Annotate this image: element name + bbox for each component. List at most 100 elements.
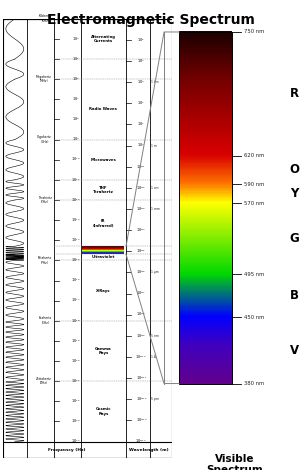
Text: 5 nm: 5 nm xyxy=(151,334,159,338)
Bar xyxy=(179,47,232,49)
Bar xyxy=(179,149,232,150)
Bar xyxy=(179,146,232,148)
Bar xyxy=(179,171,232,172)
Bar xyxy=(179,161,232,163)
Bar xyxy=(82,246,124,247)
Bar xyxy=(179,351,232,353)
Bar xyxy=(179,287,232,289)
Text: 10$^{-11}$: 10$^{-11}$ xyxy=(135,375,147,382)
Bar xyxy=(179,54,232,55)
Bar xyxy=(179,202,232,204)
Bar xyxy=(82,247,124,248)
Bar xyxy=(82,247,124,248)
Bar xyxy=(179,132,232,134)
Bar xyxy=(179,91,232,93)
Bar xyxy=(179,340,232,343)
Bar xyxy=(179,270,232,272)
Bar xyxy=(179,278,232,281)
Bar xyxy=(179,106,232,108)
Bar xyxy=(179,363,232,365)
Bar xyxy=(179,32,232,34)
Bar xyxy=(179,37,232,39)
Bar xyxy=(179,254,232,256)
Bar xyxy=(179,266,232,267)
Bar xyxy=(179,73,232,75)
Bar xyxy=(179,66,232,68)
Bar xyxy=(179,56,232,58)
Bar xyxy=(179,366,232,368)
Bar xyxy=(179,375,232,376)
Bar xyxy=(179,296,232,298)
Bar xyxy=(179,150,232,153)
Bar xyxy=(179,58,232,60)
Bar xyxy=(179,35,232,37)
Bar xyxy=(179,285,232,288)
Bar xyxy=(82,251,124,252)
Bar xyxy=(82,248,124,249)
Bar xyxy=(179,249,232,251)
Bar xyxy=(179,92,232,94)
Bar xyxy=(179,31,232,33)
Bar xyxy=(179,80,232,82)
Bar xyxy=(179,77,232,79)
Bar xyxy=(179,100,232,102)
Text: 10$^{4}$: 10$^{4}$ xyxy=(72,35,79,43)
Bar xyxy=(82,250,124,251)
Bar xyxy=(82,251,124,252)
Bar xyxy=(179,382,232,384)
Bar xyxy=(179,244,232,246)
Bar xyxy=(179,281,232,283)
Bar xyxy=(179,283,232,285)
Bar xyxy=(179,137,232,139)
Bar xyxy=(179,255,232,257)
Bar xyxy=(179,62,232,63)
Text: IR
(Infrared): IR (Infrared) xyxy=(92,219,114,227)
Bar xyxy=(179,36,232,38)
Bar xyxy=(82,253,124,254)
Bar xyxy=(179,196,232,198)
Text: 10$^{13}$: 10$^{13}$ xyxy=(71,216,80,224)
Bar xyxy=(179,236,232,238)
Bar xyxy=(179,185,232,187)
Bar xyxy=(179,274,232,276)
Bar xyxy=(82,246,124,247)
Bar xyxy=(179,211,232,212)
Text: 10$^{6}$: 10$^{6}$ xyxy=(137,15,145,23)
Bar xyxy=(179,329,232,331)
Bar xyxy=(179,178,232,180)
Bar xyxy=(179,225,232,227)
Text: 10$^{19}$: 10$^{19}$ xyxy=(71,337,80,345)
Text: 10$^{7}$: 10$^{7}$ xyxy=(72,95,79,103)
Bar xyxy=(179,126,232,128)
Bar xyxy=(179,220,232,222)
Text: R: R xyxy=(290,87,299,100)
Bar xyxy=(82,251,124,252)
Bar xyxy=(179,153,232,155)
Bar xyxy=(179,114,232,117)
Bar xyxy=(82,247,124,248)
Bar xyxy=(179,266,232,269)
Bar xyxy=(179,179,232,181)
Text: 1 cm: 1 cm xyxy=(151,186,159,190)
Bar xyxy=(179,298,232,300)
Bar xyxy=(179,71,232,73)
Bar xyxy=(179,290,232,292)
Bar xyxy=(179,306,232,307)
Bar xyxy=(82,252,124,253)
Bar xyxy=(179,228,232,230)
Text: 10$^{16}$: 10$^{16}$ xyxy=(71,277,80,284)
Bar xyxy=(179,302,232,304)
Bar xyxy=(179,370,232,372)
Bar xyxy=(179,76,232,78)
Bar xyxy=(179,39,232,41)
Bar xyxy=(179,138,232,140)
Bar xyxy=(179,88,232,91)
Bar xyxy=(179,257,232,259)
Bar xyxy=(179,74,232,77)
Bar xyxy=(179,359,232,361)
Bar xyxy=(179,199,232,201)
Text: Cosmic
Rays: Cosmic Rays xyxy=(95,407,111,415)
Bar xyxy=(179,164,232,165)
Bar xyxy=(82,253,124,254)
Bar xyxy=(179,322,232,324)
